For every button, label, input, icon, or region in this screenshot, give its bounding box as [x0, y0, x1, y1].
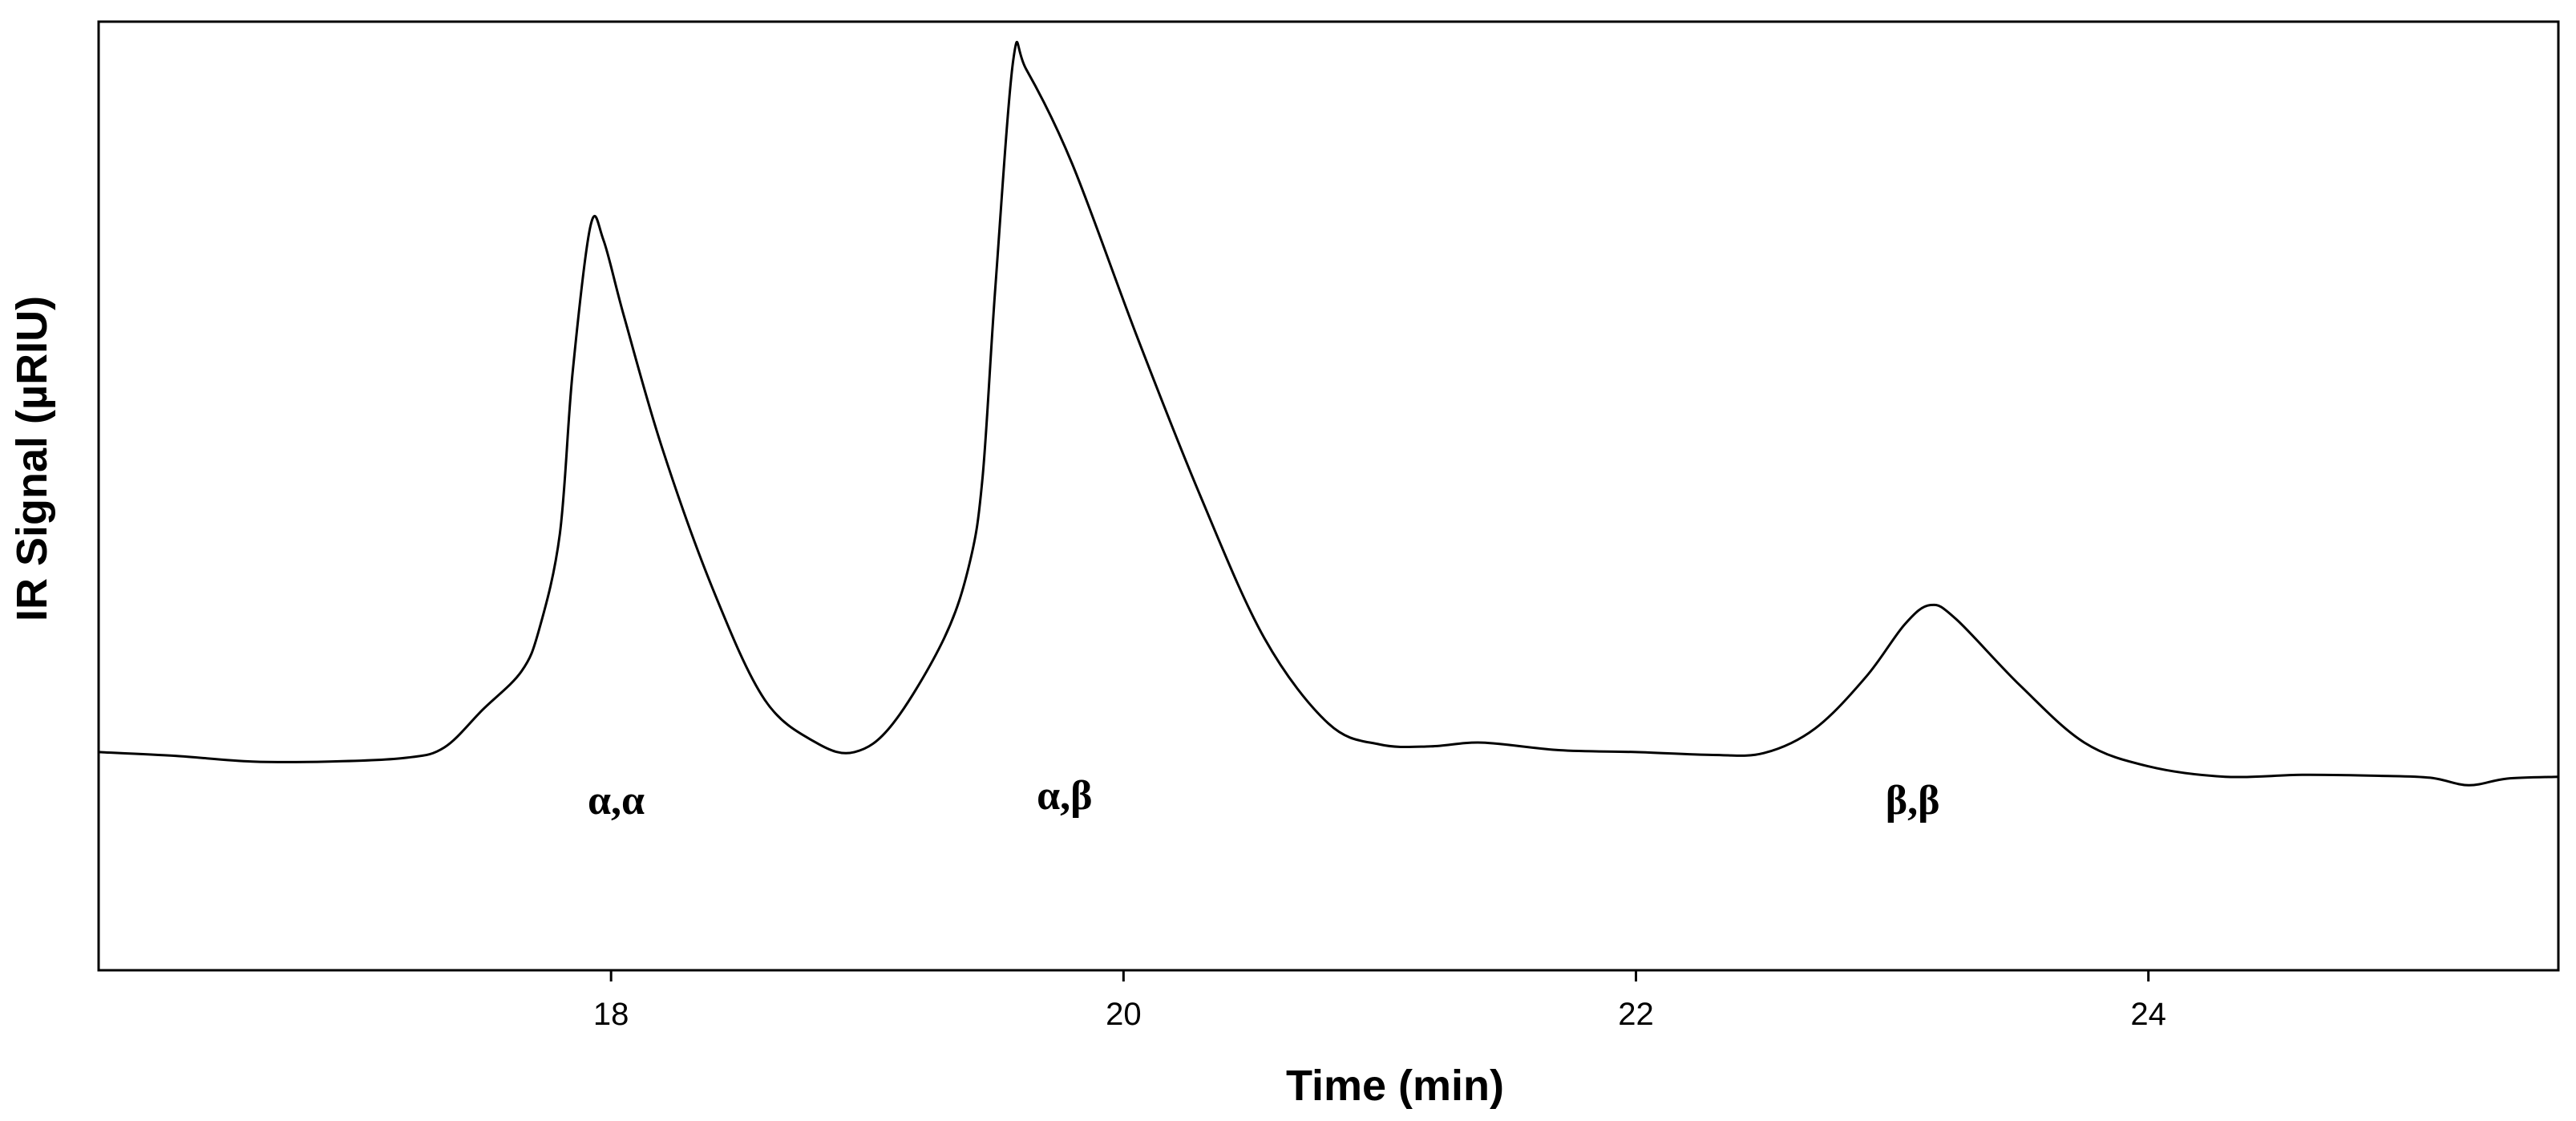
plot-frame	[97, 20, 2560, 972]
x-tick-label: 22	[1618, 997, 1654, 1032]
y-axis-title: IR Signal (µRIU)	[8, 296, 56, 621]
x-axis: 18 20 22 24	[593, 970, 2166, 1032]
peak-label: α,α	[588, 778, 645, 824]
x-tick-label: 18	[593, 997, 629, 1032]
plot-area	[98, 40, 2559, 787]
x-tick-label: 24	[2130, 997, 2166, 1032]
peak-label: β,β	[1886, 778, 1940, 824]
peak-annotations: α,α α,β β,β	[588, 773, 1940, 824]
x-tick-label: 20	[1106, 997, 1142, 1032]
peak-label: α,β	[1037, 773, 1092, 819]
x-axis-title: Time (min)	[1286, 1062, 1504, 1110]
signal-trace-line	[98, 40, 2559, 787]
